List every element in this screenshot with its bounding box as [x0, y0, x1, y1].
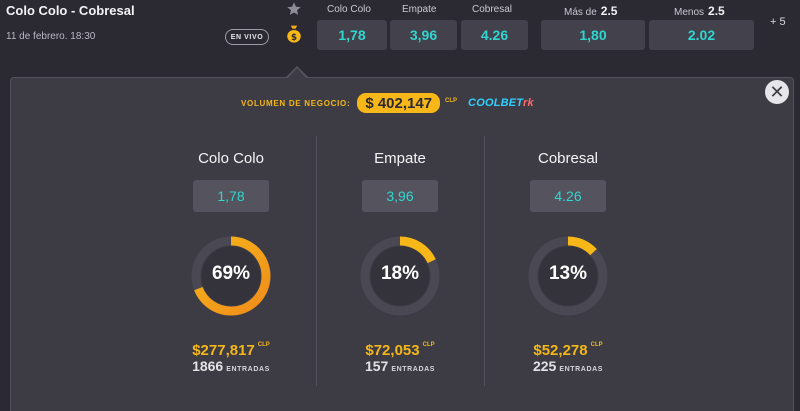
brand-main: COOLBET: [468, 97, 524, 109]
volume-currency: CLP: [445, 98, 458, 104]
odd-button-under[interactable]: 2.02: [649, 20, 754, 50]
outcome-percent: 18%: [380, 263, 420, 284]
entries-count: 1866: [192, 358, 224, 374]
money-bag-icon: $: [287, 25, 301, 43]
outcome-money: $72,053 CLP: [316, 342, 484, 360]
entries-label: ENTRADAS: [226, 366, 270, 373]
outcome-amount: $52,278: [533, 342, 588, 359]
outcome-currency: CLP: [422, 342, 435, 348]
odds-header-under: Menos 2.5: [674, 4, 725, 18]
over-label: Más de: [564, 7, 597, 18]
entries-count: 225: [532, 358, 557, 374]
panel-pointer-inner: [288, 68, 306, 78]
outcome-amount: $72,053: [365, 342, 420, 359]
outcome-currency: CLP: [590, 342, 603, 348]
entries-label: ENTRADAS: [559, 366, 604, 373]
ring-progress: [528, 236, 608, 316]
odd-button-home[interactable]: 1,78: [317, 20, 387, 50]
outcome-money: $277,817 CLP: [147, 342, 315, 360]
odds-header-draw: Empate: [402, 4, 437, 15]
percentage-ring: [528, 236, 608, 316]
column-divider: [484, 136, 485, 386]
live-badge: EN VIVO: [225, 29, 269, 45]
close-icon[interactable]: ✕: [765, 80, 789, 104]
entries-count: 157: [364, 358, 389, 374]
match-date: 11 de febrero. 18:30: [6, 31, 96, 42]
outcome-odd-button[interactable]: 4.26: [530, 180, 606, 212]
outcome-odd-button[interactable]: 3,96: [362, 180, 438, 212]
outcome-percent: 69%: [211, 263, 251, 284]
ring-center: [538, 246, 598, 306]
outcome-name: Colo Colo: [198, 150, 264, 167]
odd-button-draw[interactable]: 3,96: [390, 20, 457, 50]
svg-text:$: $: [291, 33, 297, 43]
match-title[interactable]: Colo Colo - Cobresal: [6, 3, 135, 18]
outcome-money: $52,278 CLP: [484, 342, 652, 360]
under-line: 2.5: [708, 4, 725, 18]
under-label: Menos: [674, 7, 705, 18]
percentage-ring: [360, 236, 440, 316]
percentage-ring: [191, 236, 271, 316]
odd-button-over[interactable]: 1,80: [541, 20, 645, 50]
outcome-entries: 1866 ENTRADAS: [147, 358, 315, 376]
odds-header-away: Cobresal: [472, 4, 513, 15]
outcome-card-away: Cobresal 4.26 13% $52,278 CLP 225 ENTRADAS: [484, 132, 652, 382]
odds-header-over: Más de 2.5: [564, 4, 617, 18]
outcome-name: Empate: [374, 150, 426, 167]
outcome-odd-button[interactable]: 1,78: [193, 180, 269, 212]
star-icon[interactable]: [286, 1, 302, 17]
ring-center: [201, 246, 261, 306]
outcome-entries: 225 ENTRADAS: [484, 358, 652, 376]
column-divider: [316, 136, 317, 386]
brand-suffix: rk: [523, 97, 534, 109]
more-markets-link[interactable]: + 5: [770, 16, 786, 28]
ring-progress: [191, 236, 271, 316]
outcome-card-home: Colo Colo 1,78 69% $277,817 CLP 1866 ENTRA…: [147, 132, 315, 382]
odd-button-away[interactable]: 4.26: [461, 20, 528, 50]
entries-label: ENTRADAS: [391, 366, 436, 373]
coolbet-logo: COOLBETrk: [468, 97, 534, 109]
over-line: 2.5: [600, 4, 618, 18]
volume-amount: $ 402,147: [357, 93, 441, 113]
outcome-name: Cobresal: [537, 150, 599, 167]
outcome-entries: 157 ENTRADAS: [316, 358, 484, 376]
volume-label: VOLUMEN DE NEGOCIO:: [241, 98, 351, 108]
outcome-amount: $277,817: [192, 342, 255, 359]
outcome-card-draw: Empate 3,96 18% $72,053 CLP 157 ENTRADAS: [316, 132, 484, 382]
odds-header-home: Colo Colo: [327, 4, 371, 15]
ring-progress: [360, 236, 440, 316]
outcome-currency: CLP: [257, 342, 270, 348]
ring-center: [370, 246, 430, 306]
outcome-percent: 13%: [548, 263, 588, 284]
volume-summary: VOLUMEN DE NEGOCIO: $ 402,147 CLP COOLBE…: [241, 92, 534, 114]
